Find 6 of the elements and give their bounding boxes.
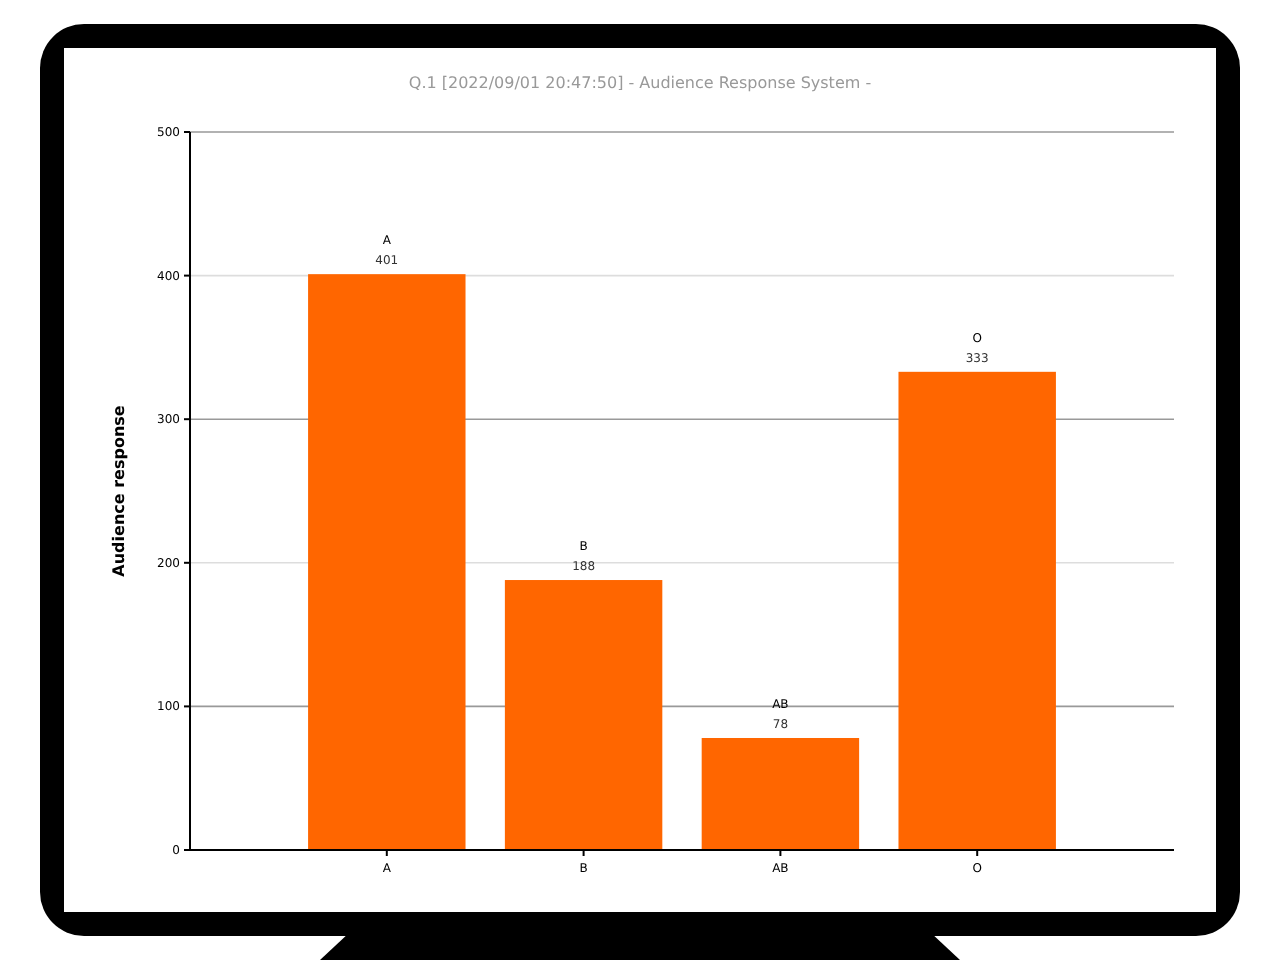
bar <box>898 371 1056 850</box>
y-axis-title: Audience response <box>110 404 128 577</box>
chart-title: Q.1 [2022/09/01 20:47:50] - Audience Response System - <box>408 74 872 92</box>
bar <box>308 274 466 850</box>
bar <box>701 737 860 850</box>
bar <box>504 580 663 850</box>
